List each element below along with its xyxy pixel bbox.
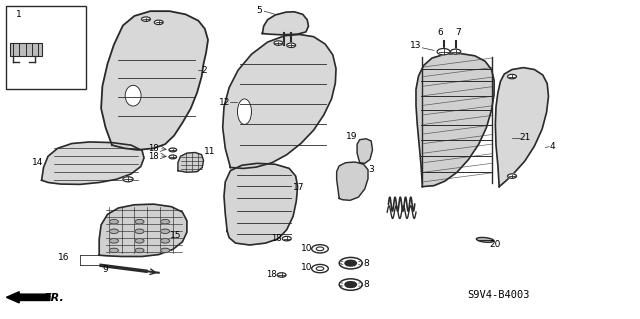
Circle shape	[109, 248, 118, 253]
Circle shape	[169, 148, 177, 152]
Circle shape	[135, 229, 144, 234]
Text: 6: 6	[438, 28, 443, 37]
Polygon shape	[178, 152, 204, 172]
Bar	[10, 43, 42, 56]
Circle shape	[287, 43, 296, 48]
Circle shape	[135, 219, 144, 224]
Circle shape	[282, 236, 291, 241]
Circle shape	[161, 229, 170, 234]
Text: 10: 10	[301, 244, 312, 253]
Circle shape	[339, 257, 362, 269]
Polygon shape	[223, 34, 336, 168]
Text: 18: 18	[266, 271, 276, 279]
Text: 5: 5	[256, 6, 262, 15]
Text: 16: 16	[58, 253, 69, 262]
Circle shape	[451, 49, 461, 54]
Polygon shape	[224, 163, 298, 245]
Polygon shape	[99, 204, 187, 256]
Text: 21: 21	[520, 133, 531, 142]
FancyArrow shape	[6, 292, 50, 303]
Text: 19: 19	[346, 132, 357, 141]
Circle shape	[161, 248, 170, 253]
Circle shape	[123, 177, 133, 182]
Text: 2: 2	[202, 66, 207, 75]
Text: 13: 13	[410, 41, 421, 50]
Text: 9: 9	[102, 265, 108, 274]
Ellipse shape	[476, 237, 494, 242]
Polygon shape	[416, 54, 494, 187]
Circle shape	[161, 219, 170, 224]
Text: 8: 8	[364, 259, 369, 268]
Circle shape	[339, 279, 362, 290]
Circle shape	[154, 20, 163, 25]
Polygon shape	[337, 162, 368, 200]
Polygon shape	[101, 11, 208, 150]
Text: 10: 10	[301, 263, 312, 272]
Text: 7: 7	[455, 28, 460, 37]
Circle shape	[508, 174, 516, 178]
Circle shape	[437, 48, 450, 55]
Text: S9V4-B4003: S9V4-B4003	[467, 290, 530, 300]
Circle shape	[141, 17, 150, 21]
Circle shape	[109, 219, 118, 224]
Text: FR.: FR.	[44, 293, 64, 303]
Text: 1: 1	[16, 10, 22, 19]
Text: 15: 15	[170, 231, 181, 240]
Circle shape	[277, 273, 286, 277]
Text: 3: 3	[368, 165, 374, 174]
Text: 17: 17	[293, 183, 305, 192]
Polygon shape	[357, 139, 372, 163]
Circle shape	[345, 282, 356, 287]
Bar	[6, 6, 86, 89]
Text: 12: 12	[219, 98, 230, 107]
Circle shape	[169, 155, 177, 159]
Polygon shape	[42, 142, 144, 184]
Circle shape	[135, 248, 144, 253]
Circle shape	[109, 229, 118, 234]
Text: 8: 8	[364, 280, 369, 289]
Text: 18: 18	[148, 152, 159, 161]
Circle shape	[274, 41, 283, 45]
Ellipse shape	[237, 99, 252, 124]
Circle shape	[161, 239, 170, 243]
Text: 11: 11	[204, 147, 215, 156]
Text: 20: 20	[490, 240, 501, 249]
Polygon shape	[262, 12, 308, 35]
Text: 14: 14	[32, 158, 44, 167]
Text: 18: 18	[271, 234, 282, 243]
Text: 4: 4	[549, 142, 555, 151]
Circle shape	[135, 239, 144, 243]
Circle shape	[312, 264, 328, 273]
Circle shape	[508, 74, 516, 79]
Polygon shape	[495, 68, 548, 187]
Circle shape	[109, 239, 118, 243]
Circle shape	[312, 245, 328, 253]
Text: 18: 18	[148, 144, 159, 153]
Ellipse shape	[125, 85, 141, 106]
Circle shape	[345, 260, 356, 266]
